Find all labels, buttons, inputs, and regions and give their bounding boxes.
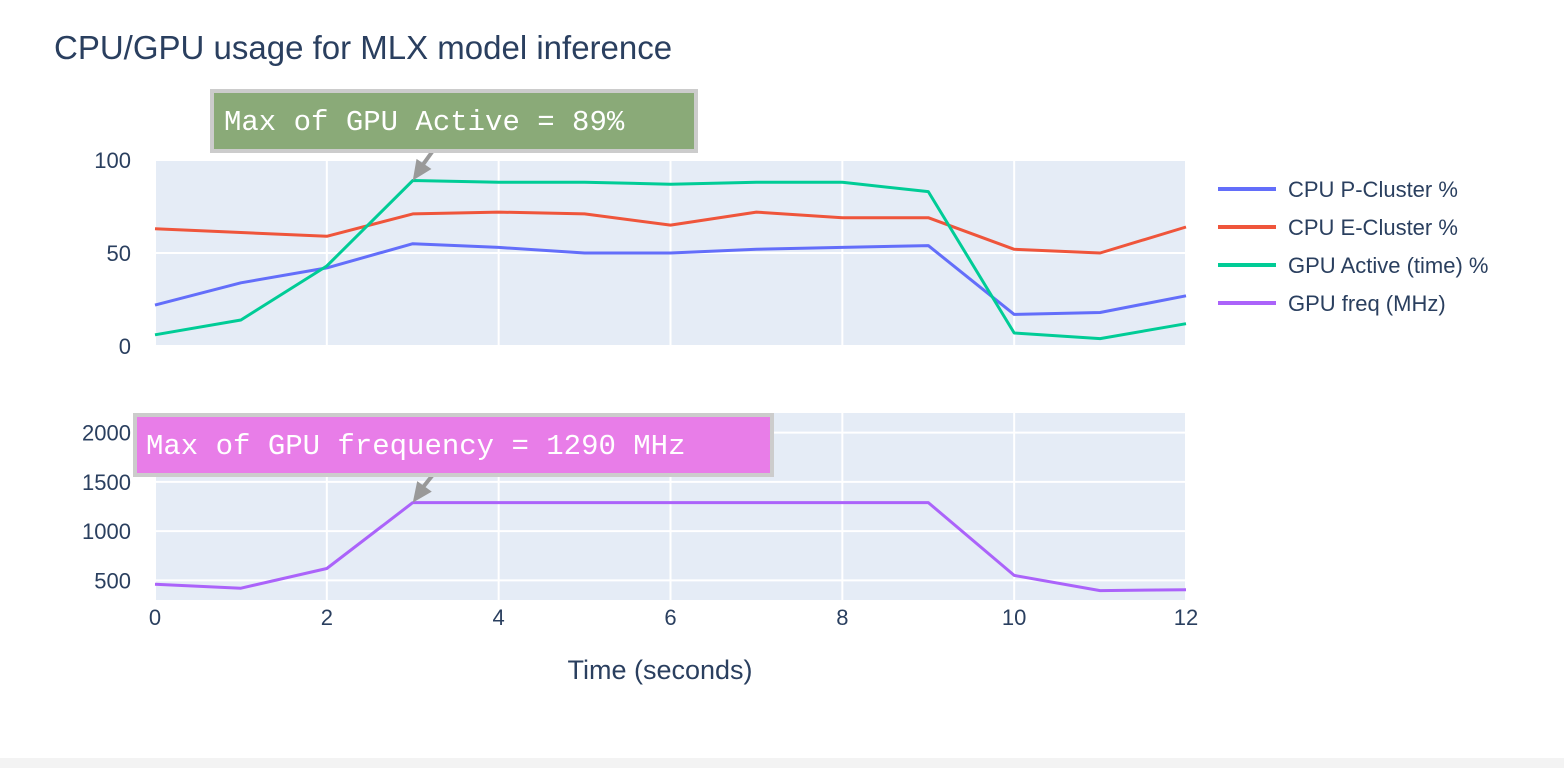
annotation-box — [210, 89, 698, 153]
x-tick-label: 0 — [149, 605, 161, 630]
annotation-text: Max of GPU frequency = 1290 MHz — [146, 430, 686, 463]
series-line-10 — [154, 501, 1187, 593]
subplot-top: 0 50 100 — [94, 148, 1187, 359]
legend-label: CPU P-Cluster % — [1288, 177, 1458, 202]
legend-label: GPU Active (time) % — [1288, 253, 1488, 278]
series-lines-top — [154, 179, 1187, 341]
x-tick-label: 12 — [1174, 605, 1198, 630]
series-line-2 — [154, 179, 1187, 341]
x-tick-label: 2 — [321, 605, 333, 630]
x-axis-label: Time (seconds) — [567, 655, 752, 685]
footer-strip — [0, 758, 1564, 768]
legend-item[interactable]: CPU P-Cluster % — [1218, 177, 1458, 202]
series-line-1 — [154, 210, 1187, 255]
annotations: Max of GPU Active = 89% Max of GPU freque… — [133, 89, 774, 503]
y-tick-label: 1000 — [82, 519, 131, 544]
annotation-arrowhead — [412, 158, 432, 181]
x-tick-label: 4 — [493, 605, 505, 630]
series-line-0 — [154, 242, 1187, 316]
legend[interactable]: CPU P-Cluster % CPU E-Cluster % GPU Active… — [1218, 177, 1488, 316]
series-lines-bottom — [154, 501, 1187, 593]
y-tick-label: 0 — [119, 334, 131, 359]
x-tick-label: 6 — [664, 605, 676, 630]
legend-item[interactable]: GPU freq (MHz) — [1218, 291, 1446, 316]
legend-item[interactable]: CPU E-Cluster % — [1218, 215, 1458, 240]
y-tick-label: 100 — [94, 148, 131, 173]
y-tick-label: 50 — [107, 241, 131, 266]
chart-title: CPU/GPU usage for MLX model inference — [54, 29, 672, 66]
legend-label: GPU freq (MHz) — [1288, 291, 1446, 316]
x-tick-label: 10 — [1002, 605, 1026, 630]
y-tick-label: 500 — [94, 568, 131, 593]
y-axis-top: 0 50 100 — [94, 148, 131, 359]
annotation-box — [133, 413, 774, 477]
annotation-arrowhead — [412, 481, 432, 503]
y-tick-label: 1500 — [82, 470, 131, 495]
y-tick-label: 2000 — [82, 421, 131, 446]
x-axis: 0 2 4 6 8 10 12 — [149, 605, 1198, 630]
legend-label: CPU E-Cluster % — [1288, 215, 1458, 240]
y-axis-bottom: 500 1000 1500 2000 — [82, 421, 131, 594]
annotation-text: Max of GPU Active = 89% — [224, 106, 625, 139]
legend-item[interactable]: GPU Active (time) % — [1218, 253, 1488, 278]
x-tick-label: 8 — [836, 605, 848, 630]
